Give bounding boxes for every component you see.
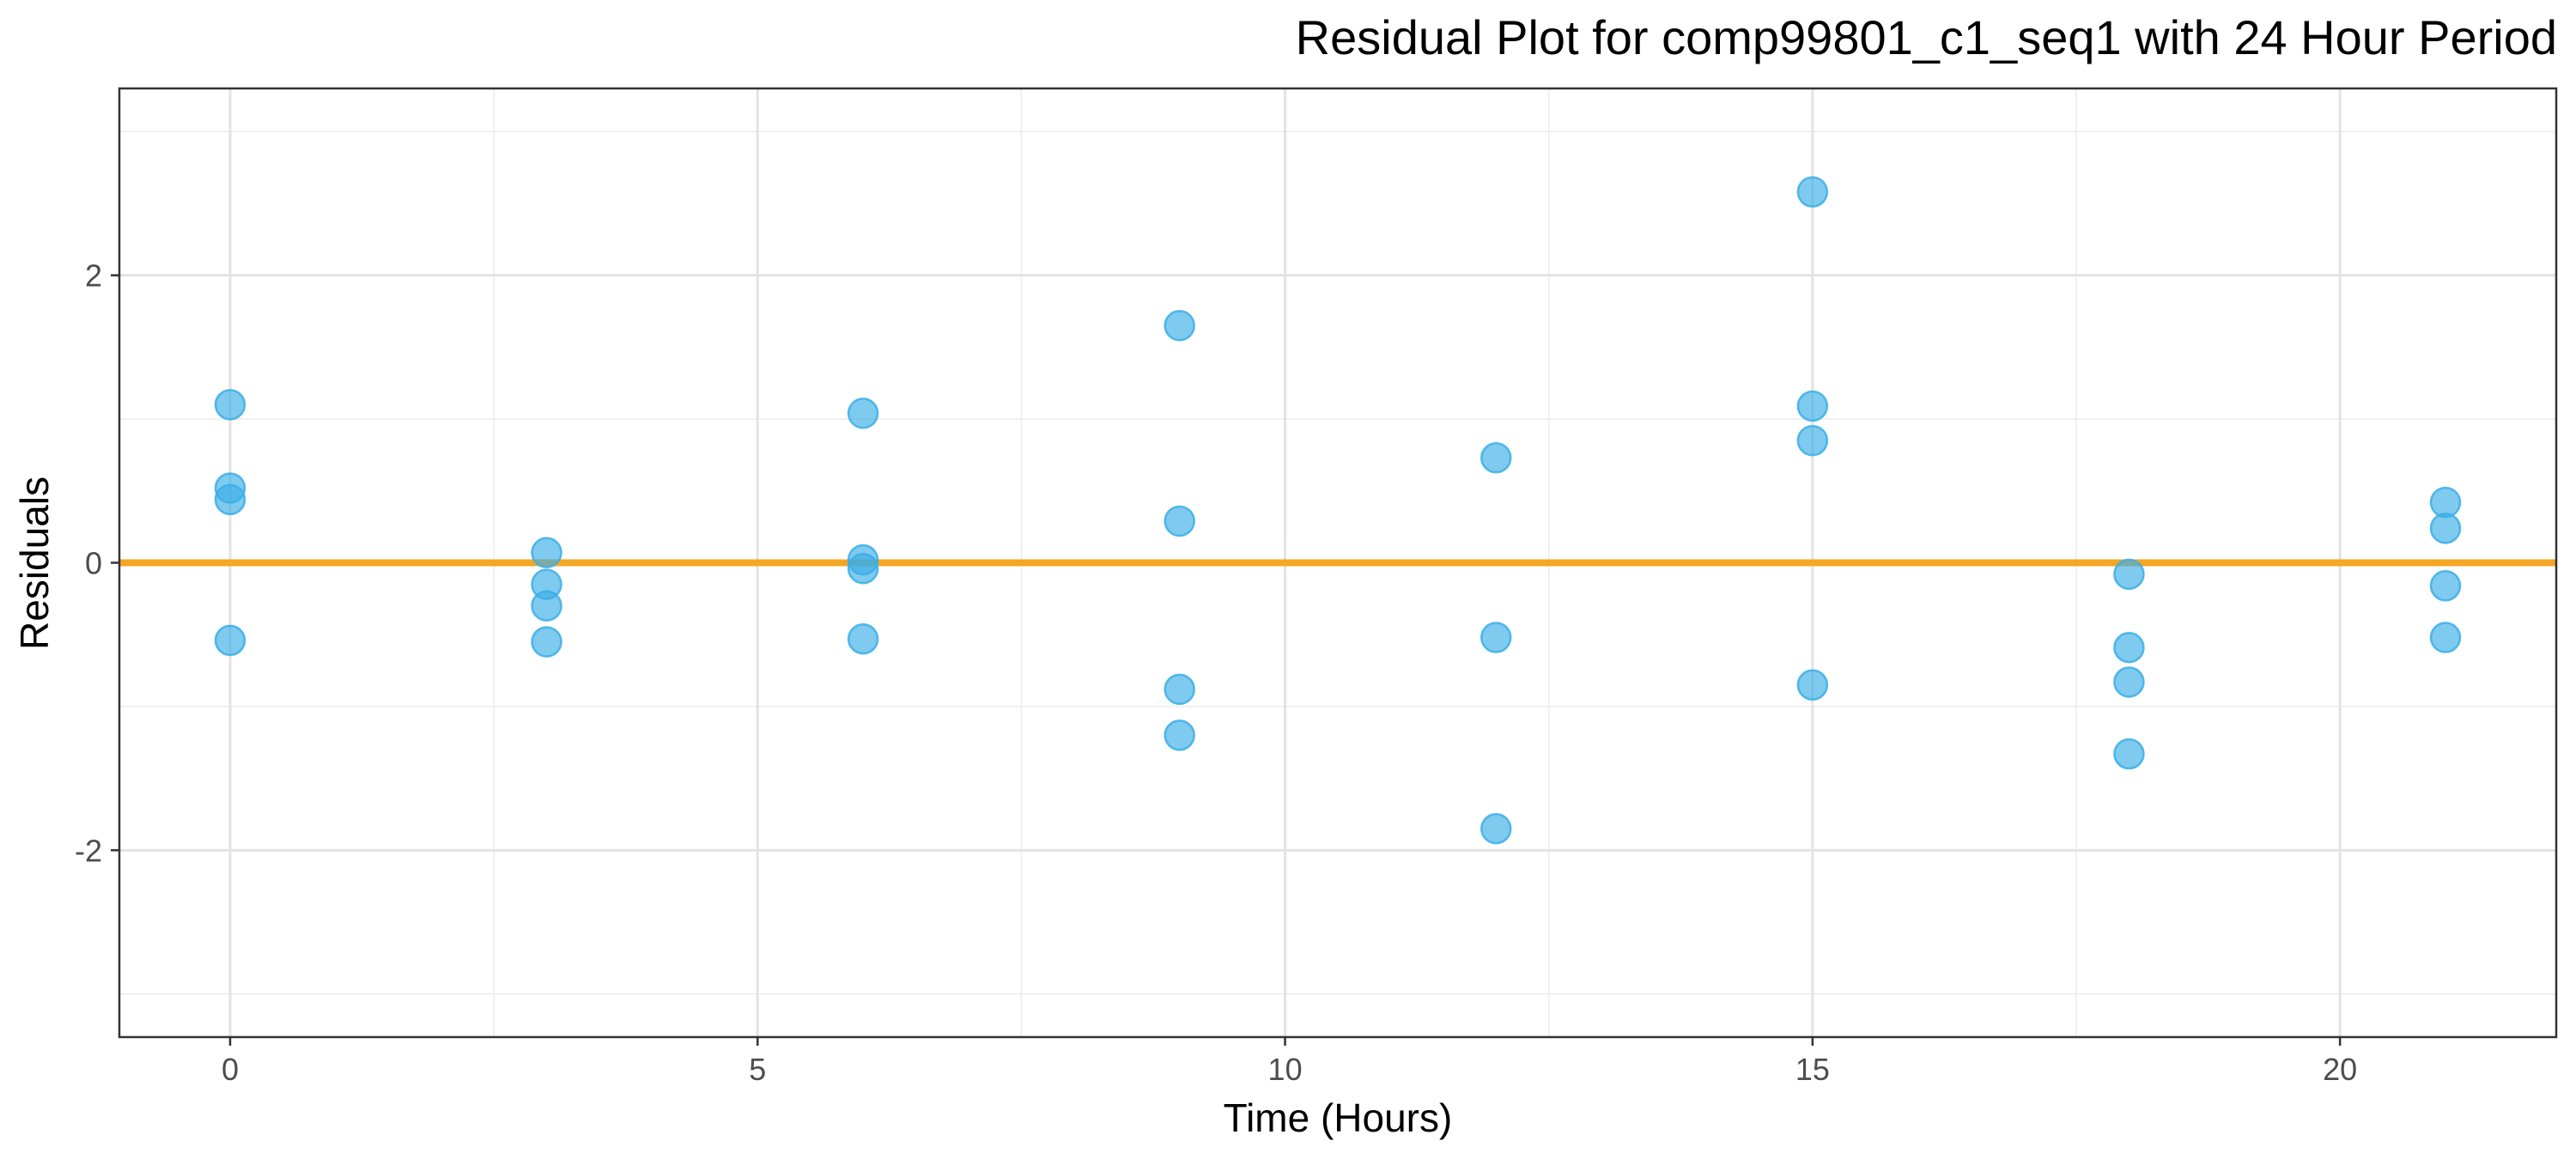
x-tick-label: 5 [749, 1052, 766, 1087]
data-point [214, 483, 246, 516]
data-point [1480, 622, 1512, 653]
points-layer [214, 176, 2462, 845]
data-point [1796, 669, 1829, 701]
data-point [531, 590, 562, 622]
x-axis: 0 5 10 15 20 [222, 1037, 2357, 1087]
data-point [847, 397, 879, 429]
chart-title: Residual Plot for comp99801_c1_seq1 with… [1296, 10, 2557, 64]
data-point [2113, 632, 2145, 664]
data-point [1796, 390, 1829, 422]
data-point [214, 389, 246, 421]
x-tick-label: 0 [222, 1052, 239, 1087]
data-point [847, 552, 879, 585]
data-point [531, 537, 562, 569]
data-point [2429, 513, 2462, 544]
data-point [2113, 737, 2145, 770]
data-point [531, 626, 562, 658]
data-point [1796, 424, 1829, 457]
x-axis-label: Time (Hours) [1224, 1095, 1453, 1140]
data-point [2429, 570, 2462, 602]
x-tick-label: 10 [1268, 1052, 1303, 1087]
data-point [1480, 442, 1512, 474]
data-point [1163, 310, 1195, 342]
y-tick-label: 0 [85, 546, 102, 581]
data-point [2113, 666, 2145, 698]
data-point [214, 624, 246, 657]
x-tick-label: 15 [1795, 1052, 1830, 1087]
data-point [1163, 719, 1195, 751]
data-point [1796, 176, 1829, 208]
y-axis: -2 0 2 [75, 258, 119, 868]
data-point [1480, 812, 1512, 845]
data-point [847, 622, 879, 655]
y-tick-label: 2 [85, 258, 102, 294]
data-point [2429, 622, 2462, 653]
x-tick-label: 20 [2323, 1052, 2357, 1087]
data-point [2113, 558, 2145, 591]
data-point [1163, 505, 1195, 537]
data-point [1163, 673, 1195, 706]
y-tick-label: -2 [75, 833, 102, 868]
y-axis-label: Residuals [12, 476, 57, 650]
